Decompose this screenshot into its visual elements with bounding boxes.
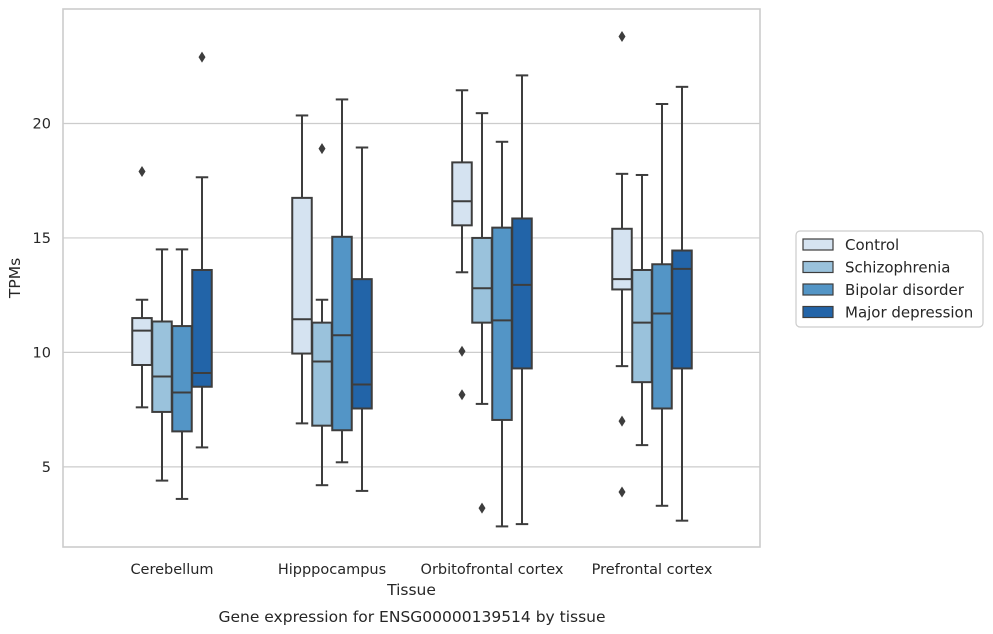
- legend-swatch: [802, 238, 834, 251]
- outlier-point: [618, 415, 626, 427]
- outlier-point: [618, 30, 626, 42]
- outlier-point: [478, 502, 486, 514]
- box-iqr: [331, 235, 353, 432]
- outlier-point: [458, 345, 466, 357]
- x-axis-title: Tissue: [386, 581, 436, 599]
- y-tick-labels: 5 10 15 20: [33, 116, 51, 475]
- y-tick-label: 20: [33, 116, 51, 132]
- legend-swatch: [802, 260, 834, 274]
- legend-label: Major depression: [845, 304, 973, 322]
- legend-label: Bipolar disorder: [845, 281, 965, 299]
- box-major-depression: [191, 51, 213, 449]
- box-iqr: [451, 161, 473, 227]
- outlier-point: [618, 486, 626, 498]
- x-tick-labels: Cerebellum Hipppocampus Orbitofrontal cort…: [130, 562, 712, 578]
- y-tick-label: 15: [33, 231, 51, 247]
- outlier-point: [318, 143, 326, 155]
- box-bipolar-disorder: [491, 140, 513, 528]
- box-iqr: [471, 236, 493, 324]
- plot-frame: [62, 8, 761, 548]
- box-iqr: [491, 226, 513, 421]
- box-bipolar-disorder: [171, 248, 193, 500]
- outlier-point: [458, 389, 466, 401]
- x-tick-label: Orbitofrontal cortex: [421, 562, 564, 578]
- box-iqr: [651, 263, 673, 410]
- box-iqr: [291, 196, 313, 355]
- box-iqr: [191, 268, 213, 388]
- legend-frame: [795, 230, 984, 328]
- box-layer: [131, 30, 693, 528]
- y-tick-label: 10: [33, 345, 51, 361]
- box-schizophrenia: [151, 248, 173, 482]
- outlier-point: [138, 166, 146, 178]
- legend-swatch: [802, 305, 834, 319]
- box-schizophrenia: [631, 173, 653, 447]
- box-major-depression: [511, 74, 533, 526]
- legend-label: Control: [845, 236, 899, 254]
- box-schizophrenia: [471, 112, 493, 514]
- x-tick-label: Cerebellum: [130, 562, 213, 578]
- legend: Control Schizophrenia Bipolar disorder Majo…: [795, 230, 984, 328]
- legend-label: Schizophrenia: [845, 259, 950, 277]
- box-iqr: [631, 268, 653, 384]
- box-control: [451, 89, 473, 401]
- box-control: [131, 166, 153, 409]
- box-iqr: [671, 249, 693, 370]
- legend-swatch: [802, 283, 834, 296]
- box-major-depression: [671, 85, 693, 522]
- box-iqr: [311, 321, 333, 427]
- box-iqr: [511, 217, 533, 370]
- box-control: [291, 114, 313, 425]
- x-tick-label: Prefrontal cortex: [592, 562, 713, 578]
- box-iqr: [131, 317, 153, 366]
- box-iqr: [351, 278, 373, 410]
- box-bipolar-disorder: [331, 98, 353, 464]
- box-schizophrenia: [311, 143, 333, 487]
- x-tick-label: Hipppocampus: [278, 562, 386, 578]
- outlier-point: [198, 51, 206, 63]
- box-major-depression: [351, 146, 373, 492]
- box-iqr: [171, 325, 193, 433]
- chart-caption: Gene expression for ENSG00000139514 by t…: [218, 608, 605, 626]
- box-control: [611, 30, 633, 498]
- y-axis-title: TPMs: [6, 258, 24, 299]
- y-tick-label: 5: [42, 460, 51, 476]
- box-iqr: [611, 227, 633, 291]
- box-bipolar-disorder: [651, 103, 673, 507]
- box-iqr: [151, 320, 173, 413]
